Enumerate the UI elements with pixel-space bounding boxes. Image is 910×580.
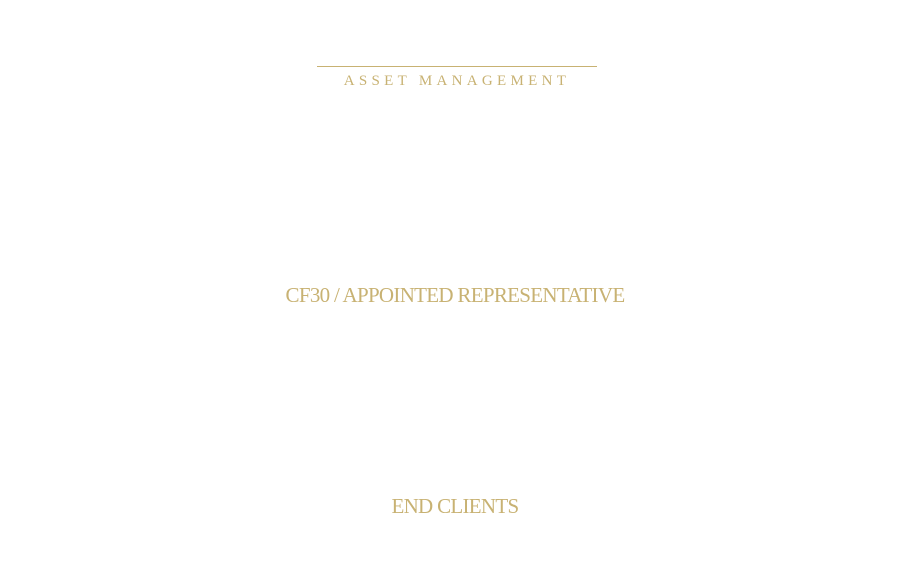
header-divider	[317, 66, 597, 67]
header-title: ASSET MANAGEMENT	[343, 73, 571, 89]
diagram-node-appointed-representative: CF30 / APPOINTED REPRESENTATIVE	[285, 283, 626, 307]
diagram-node-end-clients: END CLIENTS	[391, 494, 519, 518]
